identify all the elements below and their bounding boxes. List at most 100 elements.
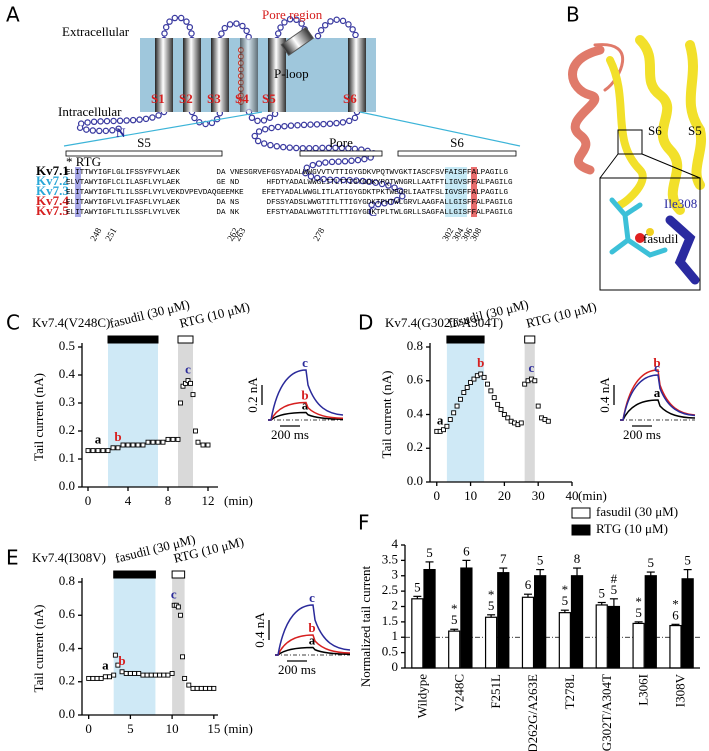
zoom-lines xyxy=(63,111,521,147)
scale-label: 0.2 nA xyxy=(245,377,260,413)
sequence: ELVTAWYIGFLCLILASFLVYLAEK GE ND HFDTYADA… xyxy=(66,179,513,187)
significance-marker: * xyxy=(562,582,569,597)
data-point xyxy=(505,415,511,421)
highlight xyxy=(471,167,477,217)
data-point xyxy=(144,672,150,678)
data-point xyxy=(155,439,161,445)
data-point xyxy=(102,674,108,680)
segment-label: S5 xyxy=(262,91,276,106)
panel-label: B xyxy=(566,3,580,27)
n-label: 5 xyxy=(598,585,605,600)
legend-swatch xyxy=(571,507,591,519)
data-point xyxy=(190,392,196,398)
y-axis-label: Tail current (nA) xyxy=(31,605,46,693)
inset-trace-label: a xyxy=(654,385,661,400)
point-label: b xyxy=(118,653,125,668)
treatment-bar xyxy=(524,335,536,344)
y-tick-label: 1.5 xyxy=(382,613,398,628)
legend-swatch xyxy=(571,524,591,536)
n-label: 6 xyxy=(672,607,679,622)
data-point xyxy=(186,682,192,688)
legend-label: fasudil (30 μM) xyxy=(596,504,678,519)
panel-label: E xyxy=(6,546,19,570)
x-tick-label: 4 xyxy=(125,493,132,508)
y-tick-label: 0.6 xyxy=(59,606,76,621)
data-point xyxy=(461,390,467,396)
inset-trace-label: b xyxy=(653,355,660,370)
bar xyxy=(681,578,694,669)
data-point xyxy=(471,376,477,382)
data-point xyxy=(175,604,181,610)
data-point xyxy=(468,379,474,385)
n-label: 5 xyxy=(648,555,655,570)
data-point xyxy=(198,685,204,691)
inset-trace xyxy=(275,634,351,656)
data-point xyxy=(119,669,125,675)
point-label: a xyxy=(102,658,109,673)
x-tick-label: I308V xyxy=(673,673,688,707)
inset-trace-label: a xyxy=(302,397,309,412)
x-tick-label: Wildype xyxy=(414,674,429,718)
y-tick-label: 0.3 xyxy=(59,394,75,409)
sequence-name: Kv7.5 xyxy=(36,203,69,218)
x-unit: (min) xyxy=(224,721,253,736)
bar xyxy=(497,572,510,669)
inset-trace-label: c xyxy=(654,360,660,375)
y-tick-label: 0 xyxy=(392,659,399,674)
scale-label: 200 ms xyxy=(271,427,309,442)
treatment-label: RTG (10 μM) xyxy=(524,299,597,331)
data-point xyxy=(180,654,185,660)
sequence-name: Kv7.3 xyxy=(36,183,69,198)
y-tick-label: 0.0 xyxy=(59,706,75,721)
x-tick-label: 0 xyxy=(85,493,92,508)
bar xyxy=(607,605,621,669)
residue-label: Ile308 xyxy=(664,196,697,211)
data-point xyxy=(98,675,104,681)
region-label: Pore xyxy=(329,135,353,150)
bar xyxy=(448,630,461,669)
data-point xyxy=(115,445,121,451)
data-point xyxy=(90,448,96,454)
data-point xyxy=(125,442,131,448)
x-tick-label: 40 xyxy=(566,488,579,503)
n-label: 6 xyxy=(525,577,532,592)
data-point xyxy=(532,378,538,384)
data-point xyxy=(478,371,484,377)
y-tick-label: 0.8 xyxy=(407,338,423,353)
data-point xyxy=(140,672,146,678)
inset-trace xyxy=(268,401,344,421)
bar xyxy=(460,567,473,669)
sequence-name: Kv7.2 xyxy=(36,173,69,188)
n-label: 5 xyxy=(562,593,569,608)
data-point xyxy=(501,412,507,417)
highlight xyxy=(75,167,81,217)
data-point xyxy=(94,675,100,681)
panel-label: D xyxy=(358,311,373,335)
p-loop-label: P-loop xyxy=(274,66,309,81)
y-tick-label: 0.2 xyxy=(407,439,423,454)
x-tick-label: 20 xyxy=(498,488,511,503)
bar xyxy=(558,612,571,669)
residue-number: 248 xyxy=(88,226,104,243)
data-point xyxy=(178,400,183,406)
data-point xyxy=(115,662,121,668)
helices xyxy=(155,26,366,112)
data-point xyxy=(110,445,116,451)
sequence: ELITTWYIGFLGLIFSSYFVYLAEK DA VNESGRVEFGS… xyxy=(66,169,508,177)
data-point xyxy=(183,380,188,386)
x-tick-label: V248C xyxy=(451,674,466,712)
y-tick-label: 0.2 xyxy=(59,673,75,688)
sequence: ELITAWYIGFLTLILSSFLVYLVEKDVPEVDAQGEEMKE … xyxy=(66,189,508,197)
x-tick-label: 8 xyxy=(165,493,172,508)
x-tick-label: T278L xyxy=(562,674,577,709)
data-point xyxy=(464,385,470,390)
bar xyxy=(595,604,608,669)
y-tick-label: 0.5 xyxy=(382,644,398,659)
point-label: c xyxy=(185,362,191,377)
data-point xyxy=(457,396,463,402)
data-point xyxy=(194,685,200,691)
point-label: b xyxy=(477,355,484,370)
n-label: 5 xyxy=(684,553,691,568)
segment-label: S4 xyxy=(235,91,249,106)
data-point xyxy=(112,652,118,658)
